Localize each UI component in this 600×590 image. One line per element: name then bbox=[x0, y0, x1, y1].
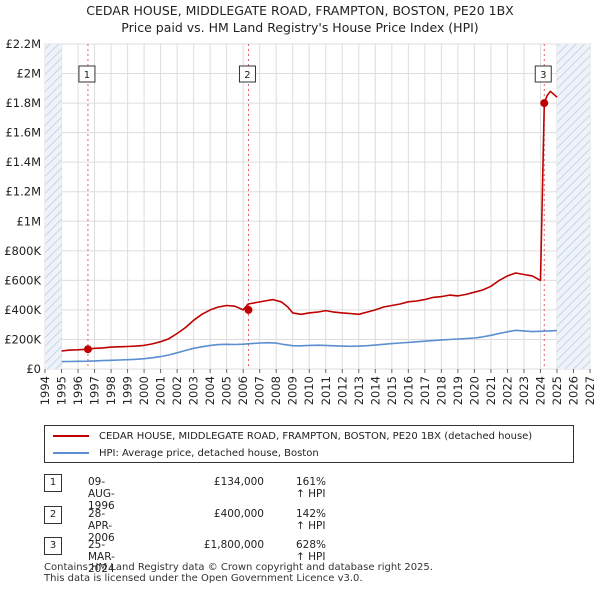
x-tick-label: 2004 bbox=[203, 376, 217, 405]
x-tick-label: 2008 bbox=[269, 376, 283, 405]
transaction-hpi: 142% ↑ HPI bbox=[296, 508, 327, 532]
transaction-date: 09-AUG-1996 bbox=[88, 476, 115, 512]
x-tick-label: 1996 bbox=[71, 376, 85, 405]
legend: CEDAR HOUSE, MIDDLEGATE ROAD, FRAMPTON, … bbox=[44, 425, 574, 463]
sale-point bbox=[83, 345, 92, 354]
y-tick-label: £200K bbox=[4, 332, 41, 346]
x-tick-label: 2026 bbox=[566, 376, 580, 405]
x-tick-label: 2017 bbox=[418, 376, 432, 405]
sale-label-number: 3 bbox=[540, 70, 546, 81]
x-tick-label: 2020 bbox=[467, 376, 481, 405]
x-tick-label: 2011 bbox=[319, 376, 333, 405]
legend-label-hpi: HPI: Average price, detached house, Bost… bbox=[99, 447, 319, 459]
x-tick-label: 1994 bbox=[38, 376, 52, 405]
x-tick-label: 2000 bbox=[137, 376, 151, 405]
x-tick-label: 2018 bbox=[434, 376, 448, 405]
x-tick-label: 2010 bbox=[302, 376, 316, 405]
transaction-price: £1,800,000 bbox=[203, 539, 264, 551]
legend-swatch-hpi bbox=[53, 452, 89, 454]
transaction-number: 3 bbox=[44, 537, 62, 555]
x-tick-label: 2013 bbox=[352, 376, 366, 405]
y-tick-label: £400K bbox=[4, 303, 41, 317]
footer-copyright: Contains HM Land Registry data © Crown c… bbox=[44, 562, 433, 573]
transaction-price: £400,000 bbox=[213, 508, 264, 520]
y-tick-label: £800K bbox=[4, 244, 41, 258]
transaction-price: £134,000 bbox=[213, 476, 264, 488]
transaction-number: 2 bbox=[44, 506, 62, 524]
x-tick-label: 2021 bbox=[484, 376, 498, 405]
y-tick-label: £600K bbox=[4, 273, 41, 287]
x-tick-label: 2002 bbox=[170, 376, 184, 405]
x-tick-label: 2022 bbox=[500, 376, 514, 405]
y-tick-label: £0 bbox=[26, 362, 41, 376]
x-tick-label: 2003 bbox=[187, 376, 201, 405]
x-tick-label: 2012 bbox=[335, 376, 349, 405]
y-tick-label: £1M bbox=[16, 214, 41, 228]
x-tick-label: 2024 bbox=[533, 376, 547, 405]
x-tick-label: 2006 bbox=[236, 376, 250, 405]
x-tick-label: 1995 bbox=[55, 376, 69, 405]
sale-label-number: 2 bbox=[244, 70, 250, 81]
sale-point bbox=[540, 99, 549, 108]
x-tick-label: 2025 bbox=[550, 376, 564, 405]
y-tick-label: £1.2M bbox=[5, 185, 41, 199]
x-tick-label: 2027 bbox=[583, 376, 597, 405]
y-tick-label: £1.4M bbox=[5, 155, 41, 169]
x-tick-label: 1998 bbox=[104, 376, 118, 405]
transaction-number: 1 bbox=[44, 474, 62, 492]
legend-swatch-property bbox=[53, 435, 89, 437]
footer-licence: This data is licensed under the Open Gov… bbox=[44, 573, 363, 584]
x-tick-label: 1997 bbox=[88, 376, 102, 405]
hpi-line bbox=[61, 329, 558, 363]
property-price-line bbox=[61, 90, 558, 352]
sale-label-box bbox=[238, 65, 256, 83]
price-chart: 1 2 3 £0 £200K £400K £600K £800K £1M £1.2M £1.4M £… bbox=[4, 37, 597, 405]
x-tick-label: 2009 bbox=[286, 376, 300, 405]
legend-item-property: CEDAR HOUSE, MIDDLEGATE ROAD, FRAMPTON, … bbox=[53, 428, 532, 444]
sale-label-number: 1 bbox=[84, 70, 90, 81]
x-tick-label: 2007 bbox=[253, 376, 267, 405]
chart-subtitle: Price paid vs. HM Land Registry's House … bbox=[121, 20, 479, 35]
hatch-region-after bbox=[556, 44, 590, 369]
transaction-date: 28-APR-2006 bbox=[88, 508, 115, 544]
x-tick-label: 2014 bbox=[368, 376, 382, 405]
transaction-date: 25-MAR-2024 bbox=[88, 539, 115, 575]
sale-label-box bbox=[78, 65, 96, 83]
y-tick-label: £1.6M bbox=[5, 126, 41, 140]
y-tick-label: £2M bbox=[16, 67, 41, 81]
sale-point bbox=[244, 305, 253, 314]
legend-label-property: CEDAR HOUSE, MIDDLEGATE ROAD, FRAMPTON, … bbox=[99, 430, 533, 442]
chart-title: CEDAR HOUSE, MIDDLEGATE ROAD, FRAMPTON, … bbox=[86, 3, 514, 18]
transaction-hpi: 161% ↑ HPI bbox=[296, 476, 327, 500]
x-tick-label: 2005 bbox=[220, 376, 234, 405]
x-tick-label: 2019 bbox=[451, 376, 465, 405]
x-tick-label: 2001 bbox=[154, 376, 168, 405]
transaction-hpi: 628% ↑ HPI bbox=[296, 539, 327, 563]
sale-label-box bbox=[534, 65, 552, 83]
y-tick-label: £1.8M bbox=[5, 96, 41, 110]
hatch-region-before bbox=[45, 44, 62, 369]
x-tick-label: 2016 bbox=[401, 376, 415, 405]
plot-area bbox=[44, 43, 591, 370]
x-tick-label: 1999 bbox=[121, 376, 135, 405]
x-tick-label: 2015 bbox=[385, 376, 399, 405]
x-tick-label: 2023 bbox=[517, 376, 531, 405]
y-tick-label: £2.2M bbox=[5, 37, 41, 51]
legend-item-hpi: HPI: Average price, detached house, Bost… bbox=[53, 445, 319, 461]
